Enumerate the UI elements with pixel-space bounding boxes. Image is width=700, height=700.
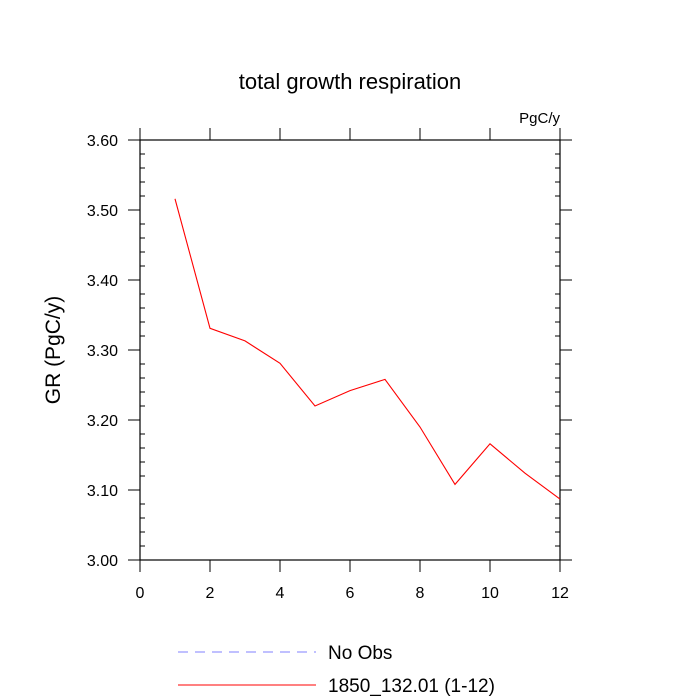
legend: No Obs 1850_132.01 (1-12) <box>178 643 495 697</box>
x-tick-label: 10 <box>481 585 499 602</box>
axis-ticks <box>128 128 572 572</box>
x-tick-label: 0 <box>136 585 145 602</box>
y-tick-labels: 3.00 3.10 3.20 3.30 3.40 3.50 3.60 <box>87 133 118 570</box>
series-layer <box>174 198 561 500</box>
chart-title: total growth respiration <box>239 69 462 94</box>
y-tick-label: 3.00 <box>87 553 118 570</box>
series-line <box>174 198 561 500</box>
x-tick-label: 8 <box>416 585 425 602</box>
units-label: PgC/y <box>519 110 560 127</box>
x-tick-label: 4 <box>276 585 285 602</box>
y-tick-label: 3.50 <box>87 203 118 220</box>
x-tick-label: 6 <box>346 585 355 602</box>
y-tick-label: 3.30 <box>87 343 118 360</box>
x-tick-labels: 0 2 4 6 8 10 12 <box>136 585 569 602</box>
y-tick-label: 3.10 <box>87 483 118 500</box>
y-tick-label: 3.60 <box>87 133 118 150</box>
legend-label: No Obs <box>328 643 392 664</box>
x-tick-label: 2 <box>206 585 215 602</box>
y-tick-label: 3.40 <box>87 273 118 290</box>
y-axis-label: GR (PgC/y) <box>42 296 65 405</box>
y-tick-label: 3.20 <box>87 413 118 430</box>
legend-label: 1850_132.01 (1-12) <box>328 676 495 697</box>
x-tick-label: 12 <box>551 585 569 602</box>
plot-frame <box>139 139 561 561</box>
